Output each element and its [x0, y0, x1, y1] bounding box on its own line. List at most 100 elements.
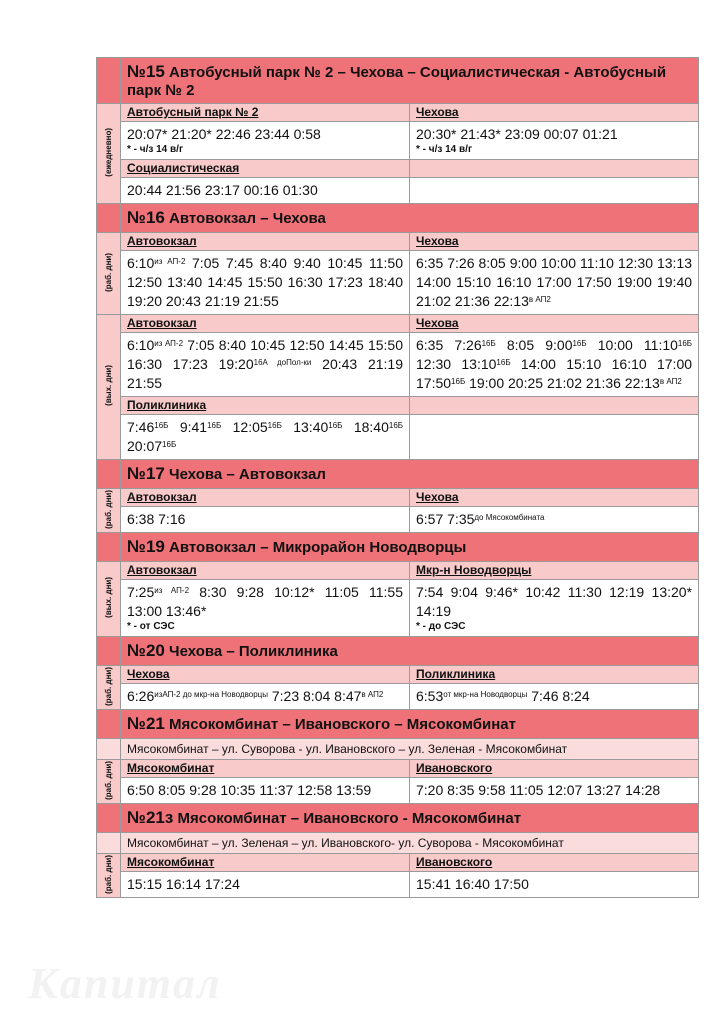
times-row: 20:44 21:56 23:17 00:16 01:30 [97, 177, 700, 204]
stop-name: Ивановского [416, 855, 493, 869]
route-title: №21з Мясокомбинат – Ивановского - Мясоко… [119, 803, 700, 833]
route-title: №16 Автовокзал – Чехова [119, 203, 700, 233]
time: 7:23 8:04 [271, 688, 331, 704]
times-cell: 20:30* 21:43* 23:09 00:07 01:21 * - ч/з 1… [408, 121, 700, 160]
time: 7:46 8:24 [531, 688, 590, 704]
stop-name: Мясокомбинат [127, 761, 215, 775]
time: 11:10 [643, 337, 678, 353]
route-name: Мясокомбинат – Ивановского – Мясокомбина… [169, 716, 516, 733]
stop-cell: Чехова [408, 314, 700, 333]
time: 8:05 [506, 337, 535, 353]
times-cell: 6:35 7:2616Б 8:05 9:0016Б 10:00 11:1016Б… [408, 332, 700, 397]
route-name: Мясокомбинат – Ивановского - Мясокомбина… [177, 810, 522, 827]
route-header: №20 Чехова – Поликлиника [96, 636, 700, 666]
stop-cell: Ивановского [408, 759, 700, 778]
stop-name: Ивановского [416, 761, 493, 775]
time: 20:30* 21:43* 23:09 00:07 01:21 [416, 126, 618, 142]
route-header: №16 Автовокзал – Чехова [96, 203, 700, 233]
time-note: до Мясокомбината [474, 513, 545, 522]
route-name: Автовокзал – Микрорайон Новодворцы [169, 539, 467, 556]
stop-row: Социалистическая [97, 159, 700, 178]
time-note: 16Б [267, 421, 282, 430]
time-note: 16Б [677, 339, 693, 348]
header-spacer [96, 203, 121, 233]
desc-spacer [96, 832, 121, 854]
stop-name: Чехова [416, 234, 459, 248]
time: 6:35 [416, 337, 444, 353]
stop-cell: Чехова [120, 665, 410, 684]
day-label: (раб. дни) [104, 666, 113, 706]
times-cell: 15:41 16:40 17:50 [408, 871, 700, 898]
stop-cell: Чехова [408, 488, 700, 507]
time: 15:15 16:14 17:24 [127, 876, 240, 892]
time-note: из АП-2 [154, 586, 190, 595]
day-label-cell: (раб. дни) [96, 232, 121, 315]
route-header: №21 Мясокомбинат – Ивановского – Мясоком… [96, 709, 700, 739]
time: 22:13 [493, 293, 529, 309]
day-label-cell: (раб. дни) [96, 853, 121, 898]
time-note: из АП-2 [154, 339, 184, 348]
day-label: (раб. дни) [104, 760, 113, 800]
times-cell: 7:25из АП-2 8:30 9:28 10:12* 11:05 11:55… [120, 579, 410, 637]
time: 6:10 [127, 255, 155, 271]
route-header: №15 Автобусный парк № 2 – Чехова – Социа… [96, 57, 700, 104]
stop-row: (ежедневно) Автобусный парк № 2 Чехова [96, 103, 700, 204]
time: 6:35 7:26 8:05 9:00 10:00 11:10 12:30 13… [416, 255, 693, 309]
route-number: №16 [127, 208, 165, 227]
time-note: 16Б [154, 421, 169, 430]
time-note: 16Б [162, 440, 177, 449]
stop-name: Чехова [416, 316, 459, 330]
route-number: №21 [127, 714, 165, 733]
times-row: 6:10из АП-2 7:05 8:40 10:45 12:50 14:45 … [97, 332, 700, 397]
stop-cell: Мясокомбинат [120, 759, 410, 778]
time: 20:07 [127, 438, 163, 454]
route-name: Чехова – Поликлиника [169, 643, 338, 660]
day-label: (раб. дни) [104, 252, 113, 292]
stop-cell: Чехова [408, 232, 700, 251]
route-description-row: Мясокомбинат – ул. Суворова - ул. Иванов… [96, 738, 700, 760]
stop-cell: Поликлиника [120, 396, 410, 415]
stop-name: Социалистическая [127, 161, 240, 175]
time: 7:25 [127, 584, 155, 600]
times-row: 7:4616Б 9:4116Б 12:0516Б 13:4016Б 18:401… [97, 414, 700, 460]
stop-cell: Чехова [408, 103, 700, 122]
header-spacer [96, 532, 121, 562]
time: 8:30 9:28 10:12* 11:05 11:55 13:00 13:46… [127, 584, 404, 619]
times-cell: 6:10из АП-2 7:05 7:45 8:40 9:40 10:45 11… [120, 250, 410, 315]
stop-cell: Автобусный парк № 2 [120, 103, 410, 122]
time-note: в АП2 [528, 295, 551, 304]
times-cell: 6:10из АП-2 7:05 8:40 10:45 12:50 14:45 … [120, 332, 410, 397]
stop-row: (вых. дни) Автовокзал Мкр-н Новодворцы [96, 561, 700, 637]
stop-row: (вых. дни) Автовокзал Чехова [96, 314, 700, 460]
stop-cell: Автовокзал [120, 314, 410, 333]
stop-row: (раб. дни) Автовокзал Чехова [96, 488, 700, 533]
times-row: 15:15 16:14 17:24 15:41 16:40 17:50 [97, 871, 700, 898]
times-row: 7:25из АП-2 8:30 9:28 10:12* 11:05 11:55… [97, 579, 700, 637]
time: 9:41 [179, 419, 208, 435]
time: 10:00 [597, 337, 633, 353]
stop-row: (раб. дни) Мясокомбинат Ивановского [96, 853, 700, 898]
time: 20:43 21:19 21:55 [127, 356, 403, 391]
stop-name: Чехова [127, 667, 170, 681]
route-number: №19 [127, 537, 165, 556]
footnote: * - до СЭС [416, 621, 466, 632]
times-cell: 6:26изАП-2 до мкр-на Новодворцы 7:23 8:0… [120, 683, 410, 710]
route-title: №20 Чехова – Поликлиника [119, 636, 700, 666]
route-number: №15 [127, 62, 165, 81]
day-label: (вых. дни) [104, 577, 113, 618]
stop-cell: Автовокзал [120, 561, 410, 580]
footnote: * - ч/з 14 в/г [127, 144, 184, 155]
time: 15:41 16:40 17:50 [416, 876, 529, 892]
time: 20:44 21:56 23:17 00:16 01:30 [127, 182, 318, 198]
time: 7:46 [127, 419, 155, 435]
day-label-cell: (раб. дни) [96, 488, 121, 533]
route-title: №15 Автобусный парк № 2 – Чехова – Социа… [119, 57, 700, 104]
stop-cell: Социалистическая [120, 159, 410, 178]
route-number: №17 [127, 464, 165, 483]
times-cell: 15:15 16:14 17:24 [120, 871, 410, 898]
stop-name: Чехова [416, 105, 459, 119]
time: 12:05 [232, 419, 268, 435]
day-label-cell: (вых. дни) [96, 314, 121, 460]
stop-name: Поликлиника [127, 398, 207, 412]
time-note: от мкр-на Новодворцы [443, 690, 528, 699]
